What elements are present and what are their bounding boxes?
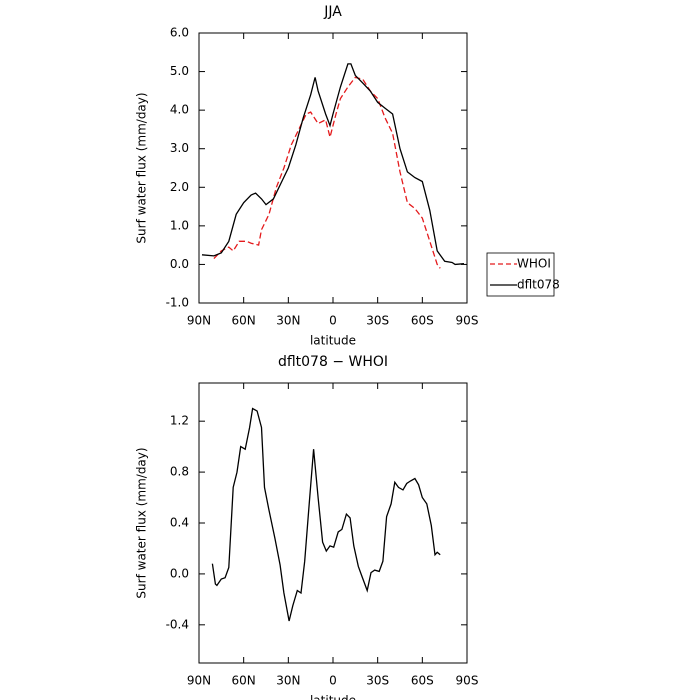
x-tick-label: 90S <box>456 314 479 328</box>
y-axis-label: Surf water flux (mm/day) <box>135 92 149 243</box>
x-tick-label: 60N <box>232 314 256 328</box>
x-tick-label: 90N <box>187 314 211 328</box>
x-tick-label: 0 <box>329 314 337 328</box>
legend-label: WHOI <box>517 257 551 271</box>
y-tick-label: 3.0 <box>170 141 189 155</box>
data-line <box>213 76 441 269</box>
x-tick-label: 60N <box>232 674 256 688</box>
y-tick-label: 1.0 <box>170 218 189 232</box>
y-tick-label: 2.0 <box>170 180 189 194</box>
y-tick-label: -0.4 <box>166 617 189 631</box>
y-tick-label: 4.0 <box>170 103 189 117</box>
y-tick-label: 6.0 <box>170 26 189 40</box>
legend-label: dflt078 <box>517 278 560 292</box>
chart-title: JJA <box>323 4 342 20</box>
x-tick-label: 60S <box>411 314 434 328</box>
x-tick-label: 30N <box>276 314 300 328</box>
data-line <box>211 407 441 622</box>
x-tick-label: 30N <box>276 674 300 688</box>
y-tick-label: 5.0 <box>170 64 189 78</box>
y-tick-label: -1.0 <box>166 296 189 310</box>
chart-title: dflt078 − WHOI <box>278 354 388 370</box>
x-axis-label: latitude <box>310 334 356 348</box>
x-tick-label: 0 <box>329 674 337 688</box>
y-tick-label: 0.4 <box>170 516 189 530</box>
x-tick-label: 90N <box>187 674 211 688</box>
plot-frame <box>198 382 468 664</box>
y-tick-label: 0.0 <box>170 257 189 271</box>
x-tick-label: 30S <box>366 674 389 688</box>
plot-frame <box>198 32 468 304</box>
x-tick-label: 60S <box>411 674 434 688</box>
y-axis-label: Surf water flux (mm/day) <box>135 447 149 598</box>
y-tick-label: 1.2 <box>170 414 189 428</box>
y-tick-label: 0.0 <box>170 566 189 580</box>
x-tick-label: 90S <box>456 674 479 688</box>
x-tick-label: 30S <box>366 314 389 328</box>
data-line <box>201 63 465 266</box>
legend-box <box>486 252 555 297</box>
y-tick-label: 0.8 <box>170 465 189 479</box>
x-axis-label: latitude <box>310 694 356 700</box>
